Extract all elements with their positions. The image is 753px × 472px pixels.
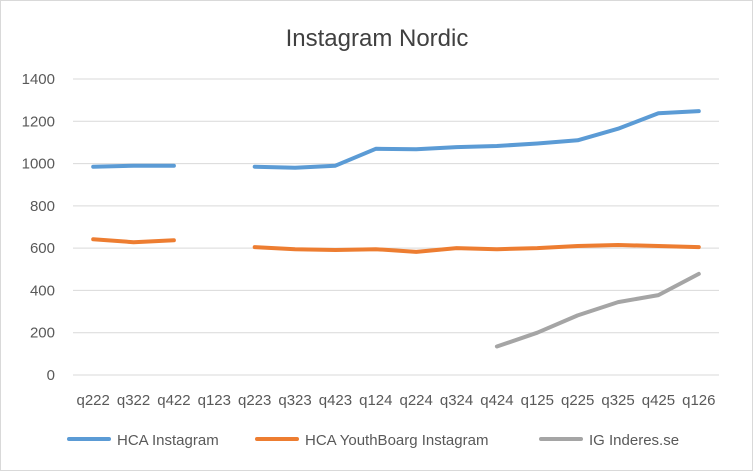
y-tick-label: 400 xyxy=(30,282,55,299)
x-tick-label: q324 xyxy=(440,392,473,409)
y-tick-label: 1400 xyxy=(22,71,55,88)
series-line-segment xyxy=(252,243,701,254)
x-tick-label: q423 xyxy=(319,392,352,409)
legend-item: IG Inderes.se xyxy=(539,432,679,449)
x-tick-label: q424 xyxy=(480,392,513,409)
x-tick-label: q425 xyxy=(642,392,675,409)
x-tick-label: q322 xyxy=(117,392,150,409)
x-tick-label: q124 xyxy=(359,392,392,409)
x-tick-label: q224 xyxy=(400,392,433,409)
y-tick-label: 0 xyxy=(47,367,55,384)
legend-label: IG Inderes.se xyxy=(589,432,679,449)
series-ig-inderes-se xyxy=(494,271,701,349)
chart-title: Instagram Nordic xyxy=(286,25,469,52)
y-tick-label: 800 xyxy=(30,198,55,215)
legend-label: HCA Instagram xyxy=(117,432,219,449)
x-tick-label: q223 xyxy=(238,392,271,409)
legend-item: HCA YouthBoarg Instagram xyxy=(255,432,488,449)
x-tick-label: q222 xyxy=(77,392,110,409)
y-tick-label: 1000 xyxy=(22,156,55,173)
legend-item: HCA Instagram xyxy=(67,432,219,449)
x-tick-label: q325 xyxy=(601,392,634,409)
series-line-segment xyxy=(252,109,701,170)
x-tick-label: q126 xyxy=(682,392,715,409)
legend: HCA Instagram HCA YouthBoarg Instagram IG … xyxy=(67,432,679,449)
series-hca-youthboarg-instagram xyxy=(91,237,701,254)
y-tick-label: 200 xyxy=(30,325,55,342)
x-tick-label: q225 xyxy=(561,392,594,409)
y-tick-label: 600 xyxy=(30,240,55,257)
y-tick-label: 1200 xyxy=(22,113,55,130)
series-lines xyxy=(91,109,701,349)
x-tick-label: q323 xyxy=(278,392,311,409)
x-tick-label: q123 xyxy=(198,392,231,409)
gridlines xyxy=(73,78,719,376)
series-line-segment xyxy=(91,163,176,169)
series-line-segment xyxy=(91,237,176,245)
series-line-segment xyxy=(494,271,701,349)
y-axis-tick-labels: 0 200 400 600 800 1000 1200 1400 xyxy=(22,71,55,384)
x-tick-label: q125 xyxy=(521,392,554,409)
series-hca-instagram xyxy=(91,109,701,170)
x-tick-label: q422 xyxy=(157,392,190,409)
legend-label: HCA YouthBoarg Instagram xyxy=(305,432,488,449)
x-axis-tick-labels: q222 q322 q422 q123 q223 q323 q423 q124 q224 q324… xyxy=(77,392,716,409)
